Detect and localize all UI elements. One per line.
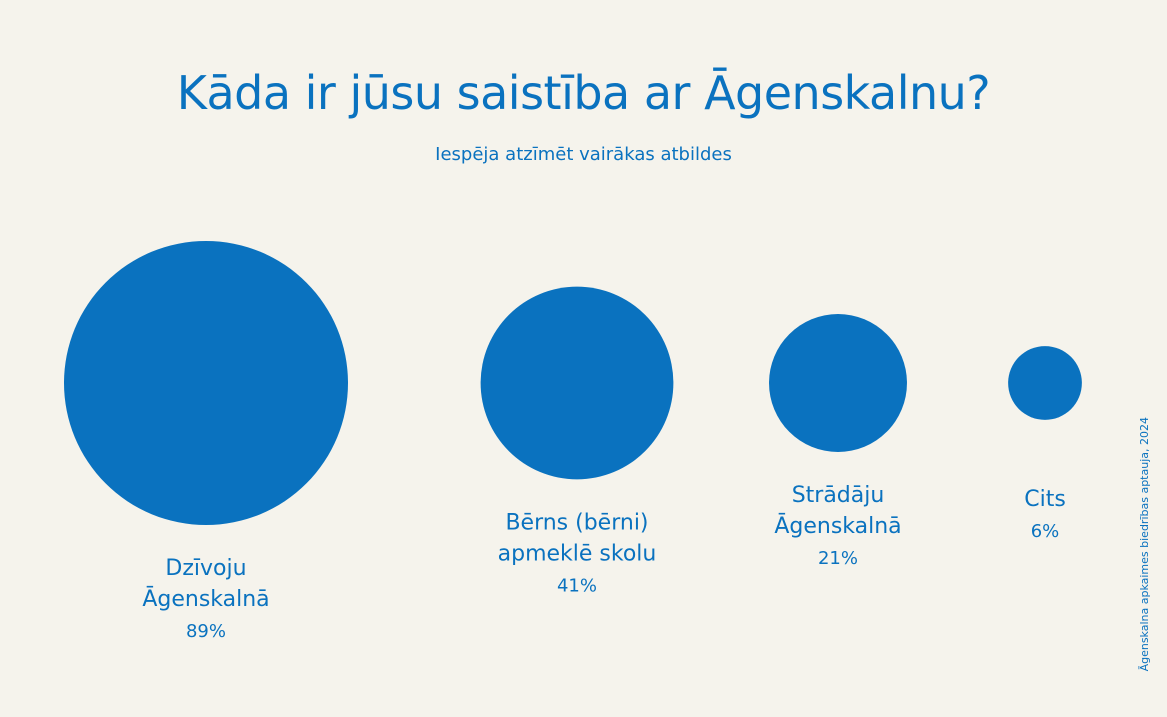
bubble-label-0-0: Dzīvoju xyxy=(165,556,246,581)
bubble-value-1: 41% xyxy=(557,575,597,596)
bubble-label-3-0: Cits xyxy=(1024,487,1066,512)
bubble-value-0: 89% xyxy=(186,621,226,642)
bubble-1 xyxy=(480,286,674,480)
source-credit: Āgenskalna apkaimes biedrības aptauja, 2… xyxy=(1138,417,1151,672)
chart-title: Kāda ir jūsu saistība ar Āgenskalnu? xyxy=(176,66,991,120)
bubble-value-2: 21% xyxy=(818,548,858,569)
bubble-label-1-1: apmeklē skolu xyxy=(498,541,657,566)
bubble-2 xyxy=(769,314,907,452)
bubble-label-2-0: Strādāju xyxy=(792,483,885,508)
bubble-label-1-0: Bērns (bērni) xyxy=(505,510,648,535)
bubble-value-3: 6% xyxy=(1031,521,1060,542)
bubble-label-0-1: Āgenskalnā xyxy=(142,587,269,612)
bubble-3 xyxy=(1008,346,1082,420)
bubble-label-2-1: Āgenskalnā xyxy=(774,514,901,539)
chart-subtitle: Iespēja atzīmēt vairākas atbildes xyxy=(435,144,732,165)
bubble-0 xyxy=(64,241,348,525)
